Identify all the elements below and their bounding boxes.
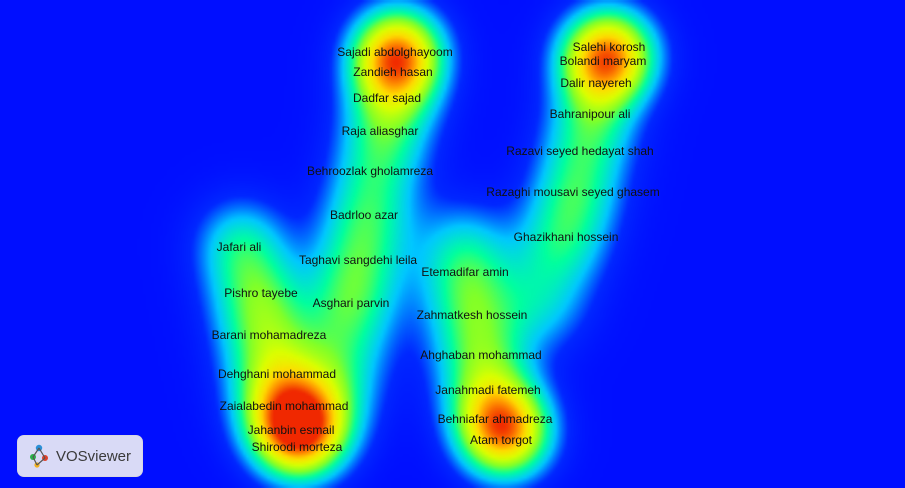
node-label[interactable]: Zahmatkesh hossein: [416, 308, 528, 322]
node-label[interactable]: Razavi seyed hedayat shah: [506, 144, 654, 158]
vosviewer-logo: VOSviewer: [17, 435, 143, 477]
node-label[interactable]: Razaghi mousavi seyed ghasem: [486, 185, 660, 199]
node-label[interactable]: Dadfar sajad: [352, 91, 422, 105]
node-label[interactable]: Sajadi abdolghayoom: [337, 45, 453, 59]
node-label[interactable]: Behniafar ahmadreza: [437, 412, 553, 426]
node-label[interactable]: Atam torgot: [469, 433, 533, 447]
vosviewer-logo-icon: [30, 444, 48, 468]
node-label[interactable]: Badrloo azar: [329, 208, 399, 222]
node-label[interactable]: Bolandi maryam: [559, 54, 647, 68]
node-label[interactable]: Dalir nayereh: [560, 76, 632, 90]
node-label[interactable]: Janahmadi fatemeh: [435, 383, 541, 397]
vosviewer-logo-text: VOSviewer: [56, 447, 132, 465]
node-label[interactable]: Zaialabedin mohammad: [219, 399, 349, 413]
node-label[interactable]: Jahanbin esmail: [247, 423, 335, 437]
node-label[interactable]: Taghavi sangdehi leila: [298, 253, 418, 267]
node-label[interactable]: Salehi korosh: [572, 40, 646, 54]
node-label[interactable]: Etemadifar amin: [421, 265, 509, 279]
node-label[interactable]: Behroozlak gholamreza: [306, 164, 434, 178]
node-label[interactable]: Asghari parvin: [312, 296, 390, 310]
node-label[interactable]: Shiroodi morteza: [251, 440, 343, 454]
node-label[interactable]: Bahranipour ali: [549, 107, 631, 121]
node-label[interactable]: Dehghani mohammad: [217, 367, 337, 381]
node-label[interactable]: Ahghaban mohammad: [420, 348, 542, 362]
node-label[interactable]: Raja aliasghar: [341, 124, 419, 138]
node-label[interactable]: Jafari ali: [216, 240, 262, 254]
node-label[interactable]: Barani mohamadreza: [211, 328, 327, 342]
node-label[interactable]: Zandieh hasan: [353, 65, 433, 79]
node-label[interactable]: Ghazikhani hossein: [513, 230, 619, 244]
node-label[interactable]: Pishro tayebe: [224, 286, 298, 300]
